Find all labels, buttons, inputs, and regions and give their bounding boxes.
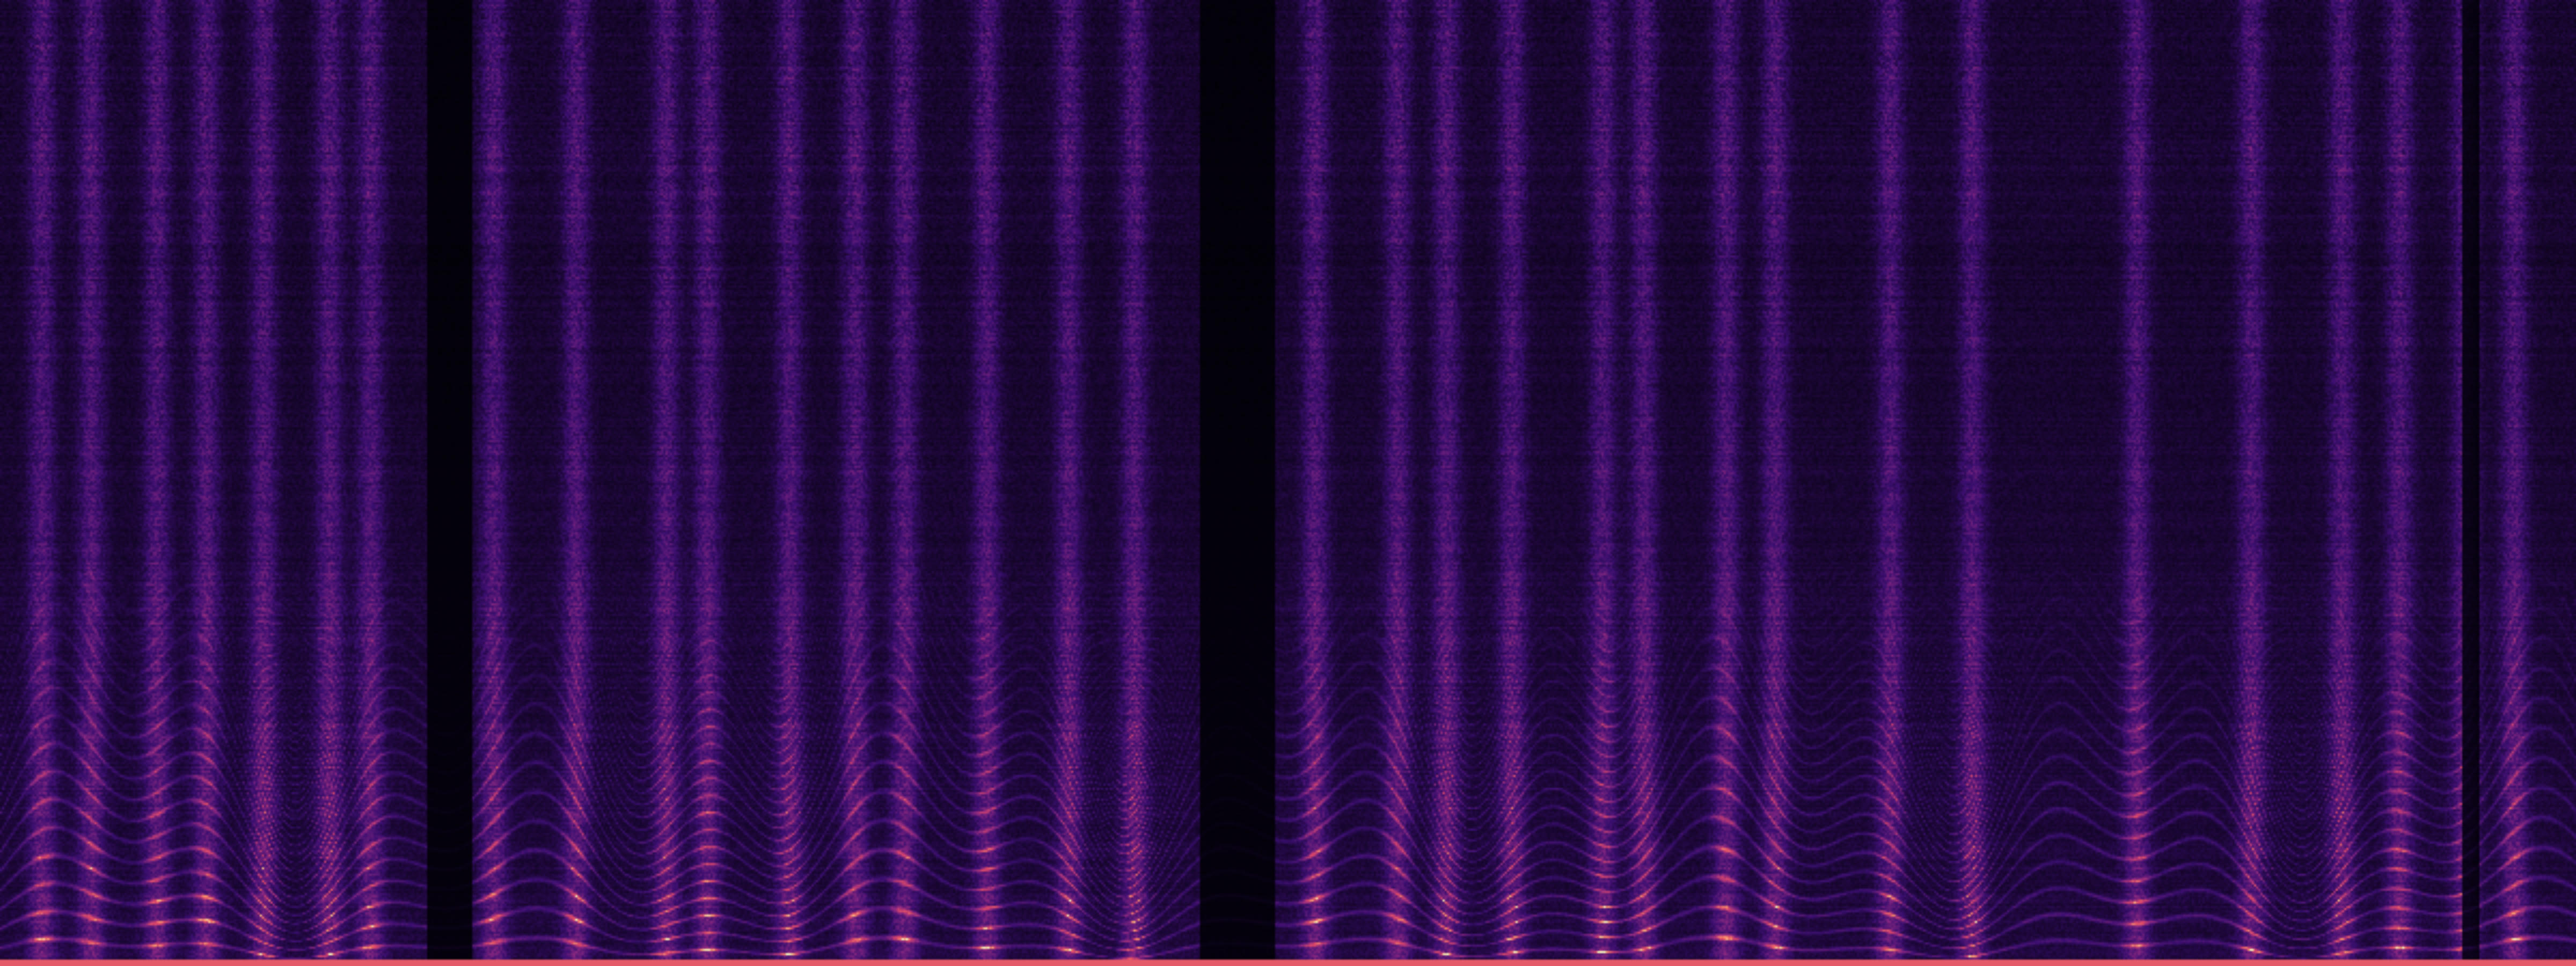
spectrogram-heatmap — [0, 0, 2576, 966]
